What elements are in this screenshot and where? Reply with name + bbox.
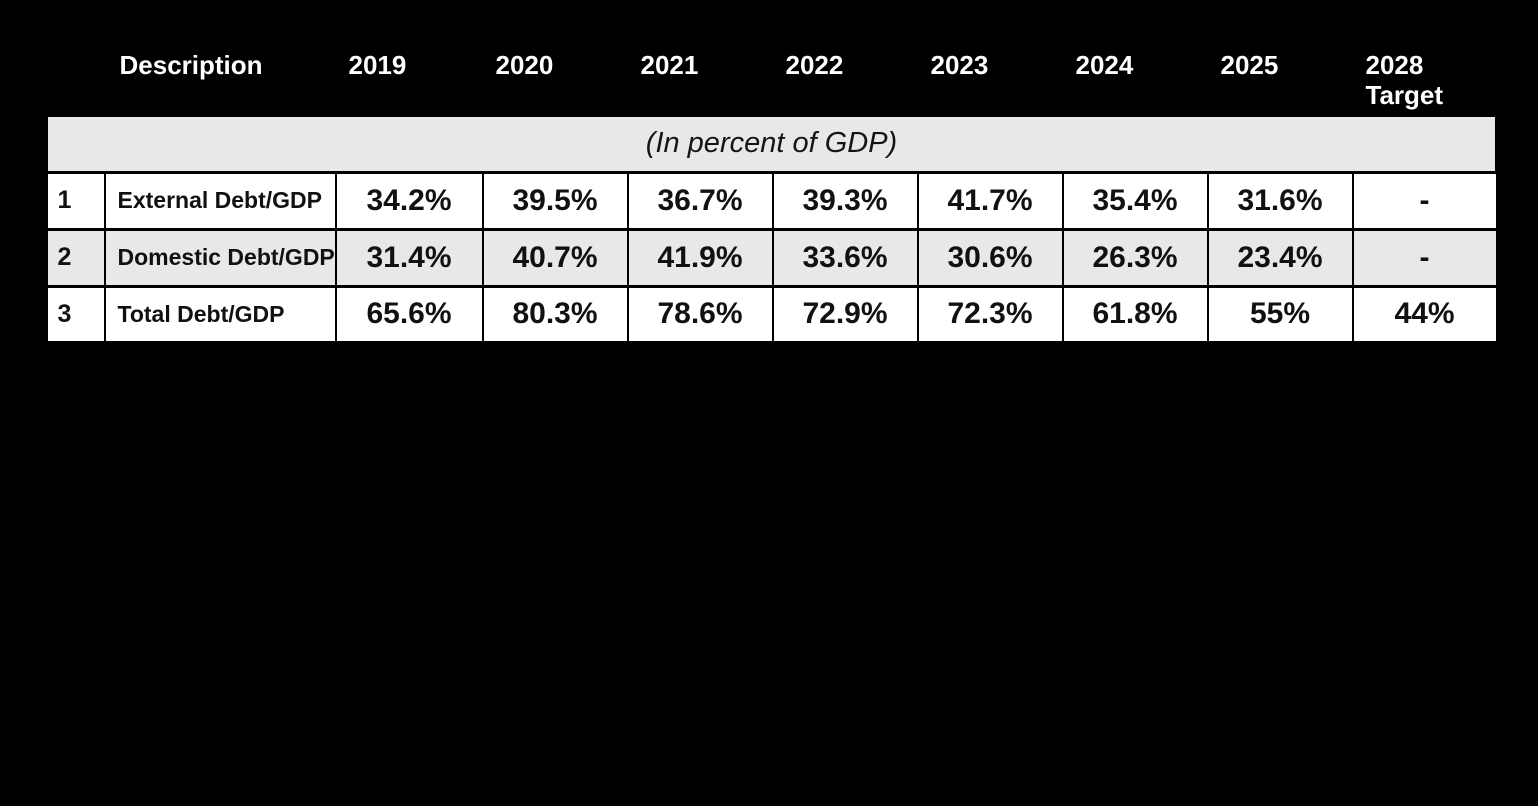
value-cell: 72.3% [916,284,1064,345]
value-cell: 78.6% [626,284,774,345]
unit-banner: (In percent of GDP) [45,113,1498,174]
row-number: 3 [45,284,106,345]
row-description: External Debt/GDP [103,170,337,231]
table-header-row: Description 2019 2020 2021 2022 2023 202… [47,0,1497,115]
value-cell: 44% [1351,284,1498,345]
value-cell: 61.8% [1061,284,1209,345]
value-cell: 39.3% [771,170,919,231]
value-cell: 30.6% [916,227,1064,288]
target-label-text: Target [1365,80,1444,110]
value-cell: - [1351,227,1498,288]
value-cell: 72.9% [771,284,919,345]
value-cell: 23.4% [1206,227,1354,288]
target-year-text: 2028 [1365,50,1424,80]
value-cell: 39.5% [481,170,629,231]
value-cell: 65.6% [334,284,484,345]
unit-banner-row: (In percent of GDP) [45,113,1498,174]
year-header-2025: 2025 [1220,50,1279,80]
description-column-header: Description [119,50,263,80]
corner-header-cell [47,0,105,115]
target-column-header: 2028 Target [1353,0,1497,115]
year-header-2022: 2022 [785,50,844,80]
table-row-total-debt: 3 Total Debt/GDP 65.6% 80.3% 78.6% 72.9%… [45,284,1498,345]
value-cell: 40.7% [481,227,629,288]
value-cell: 41.7% [916,170,1064,231]
value-cell: 80.3% [481,284,629,345]
value-cell: 31.4% [334,227,484,288]
value-cell: 41.9% [626,227,774,288]
debt-to-gdp-table: Description 2019 2020 2021 2022 2023 202… [45,0,1498,345]
table-row-domestic-debt: 2 Domestic Debt/GDP 31.4% 40.7% 41.9% 33… [45,227,1498,288]
value-cell: - [1351,170,1498,231]
table-row-external-debt: 1 External Debt/GDP 34.2% 39.5% 36.7% 39… [45,170,1498,231]
row-number: 1 [45,170,106,231]
value-cell: 36.7% [626,170,774,231]
year-header-2024: 2024 [1075,50,1134,80]
year-header-2023: 2023 [930,50,989,80]
value-cell: 26.3% [1061,227,1209,288]
value-cell: 34.2% [334,170,484,231]
value-cell: 31.6% [1206,170,1354,231]
row-number: 2 [45,227,106,288]
value-cell: 33.6% [771,227,919,288]
row-description: Domestic Debt/GDP [103,227,337,288]
year-header-2019: 2019 [348,50,407,80]
value-cell: 35.4% [1061,170,1209,231]
year-header-2020: 2020 [495,50,554,80]
row-description: Total Debt/GDP [103,284,337,345]
year-header-2021: 2021 [640,50,699,80]
value-cell: 55% [1206,284,1354,345]
